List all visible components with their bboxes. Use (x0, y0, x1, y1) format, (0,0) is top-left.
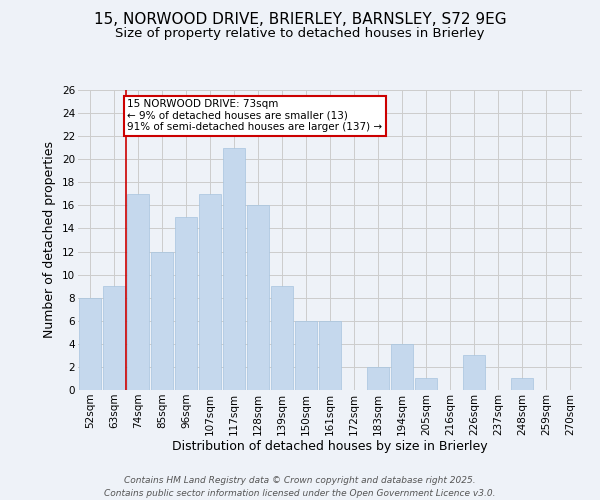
Text: 15, NORWOOD DRIVE, BRIERLEY, BARNSLEY, S72 9EG: 15, NORWOOD DRIVE, BRIERLEY, BARNSLEY, S… (94, 12, 506, 28)
Y-axis label: Number of detached properties: Number of detached properties (43, 142, 56, 338)
Text: Size of property relative to detached houses in Brierley: Size of property relative to detached ho… (115, 28, 485, 40)
Text: Contains HM Land Registry data © Crown copyright and database right 2025.
Contai: Contains HM Land Registry data © Crown c… (104, 476, 496, 498)
Text: 15 NORWOOD DRIVE: 73sqm
← 9% of detached houses are smaller (13)
91% of semi-det: 15 NORWOOD DRIVE: 73sqm ← 9% of detached… (127, 99, 382, 132)
Bar (247, 206, 269, 390)
Bar (79, 298, 101, 390)
Bar (415, 378, 437, 390)
Bar (295, 321, 317, 390)
Bar (271, 286, 293, 390)
Bar (223, 148, 245, 390)
X-axis label: Distribution of detached houses by size in Brierley: Distribution of detached houses by size … (172, 440, 488, 454)
Bar (511, 378, 533, 390)
Bar (391, 344, 413, 390)
Bar (151, 252, 173, 390)
Bar (103, 286, 125, 390)
Bar (319, 321, 341, 390)
Bar (175, 217, 197, 390)
Bar (463, 356, 485, 390)
Bar (367, 367, 389, 390)
Bar (127, 194, 149, 390)
Bar (199, 194, 221, 390)
